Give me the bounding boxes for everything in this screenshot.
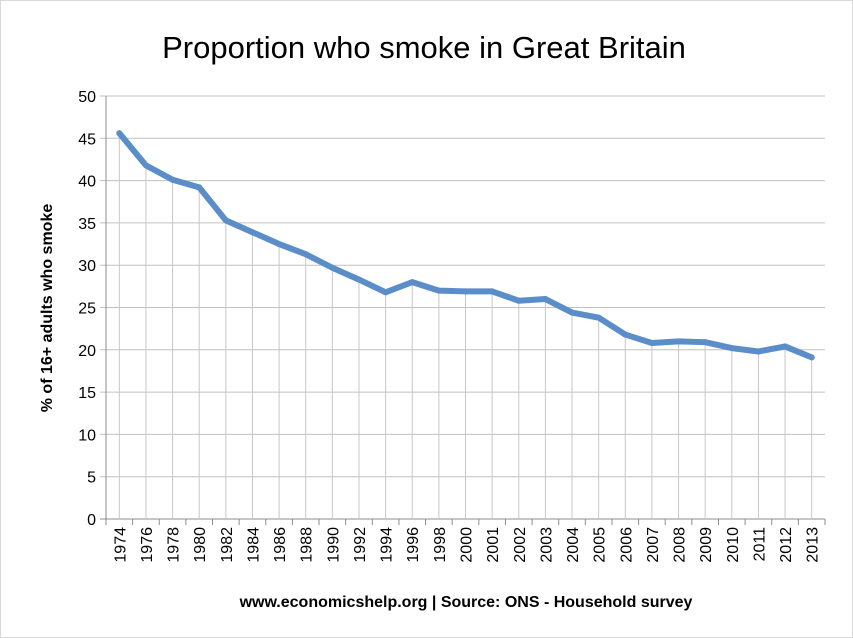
data-point-1976 [142,162,149,169]
x-tick-label: 1998 [432,527,449,563]
x-tick-label: 2003 [538,527,555,563]
data-point-1994 [382,289,389,296]
data-point-1974 [116,130,123,137]
data-point-2010 [728,345,735,352]
data-point-2009 [702,339,709,346]
y-tick-label: 15 [78,385,96,402]
grid-lines [100,95,826,525]
data-point-1990 [329,264,336,271]
x-tick-label: 1986 [272,527,289,563]
x-tick-label: 2007 [645,527,662,563]
y-tick-label: 40 [78,174,96,191]
y-tick-label: 45 [78,131,96,148]
data-point-1998 [435,287,442,294]
data-point-2011 [755,348,762,355]
x-tick-label: 2001 [485,527,502,563]
data-point-1980 [196,184,203,191]
y-tick-label: 20 [78,343,96,360]
drop-lines [118,133,813,519]
data-point-2001 [489,288,496,295]
y-tick-label: 25 [78,301,96,318]
x-tick-label: 1978 [166,527,183,563]
data-point-1984 [249,229,256,236]
x-tick-label: 1988 [299,527,316,563]
data-point-2003 [542,296,549,303]
x-tick-label: 2006 [618,527,635,563]
data-point-1986 [276,241,283,248]
x-tick-label: 1996 [405,527,422,563]
data-point-2000 [462,288,469,295]
source-note: www.economicshelp.org | Source: ONS - Ho… [239,594,693,611]
x-tick-label: 1982 [219,527,236,563]
y-tick-label: 10 [78,427,96,444]
y-tick-label: 35 [78,216,96,233]
y-tick-labels: 0 5 10 15 20 25 30 35 40 45 50 [78,89,96,529]
data-point-2004 [569,309,576,316]
x-tick-label: 1974 [112,527,129,563]
data-point-2006 [622,331,629,338]
x-tick-label: 1980 [192,527,209,563]
data-point-2012 [782,343,789,350]
data-point-2013 [808,354,815,361]
x-tick-label: 1992 [352,527,369,563]
data-point-2002 [515,297,522,304]
y-axis-label: % of 16+ adults who smoke [39,204,56,413]
x-tick-label: 1984 [245,527,262,563]
x-tick-labels: 1974 1976 1978 1980 1982 1984 1986 1988 1990 1992… [112,527,821,563]
x-tick-label: 2013 [805,527,822,563]
x-tick-label: 2009 [698,527,715,563]
y-tick-label: 5 [87,470,96,487]
data-point-2007 [648,340,655,347]
x-tick-label: 2005 [592,527,609,563]
x-tick-label: 2000 [459,527,476,563]
x-tick-label: 1994 [379,527,396,563]
chart-title: Proportion who smoke in Great Britain [162,30,686,65]
y-tick-label: 50 [78,89,96,106]
y-tick-label: 30 [78,258,96,275]
x-tick-label: 1990 [325,527,342,563]
x-tick-label: 2008 [672,527,689,563]
data-point-1996 [409,279,416,286]
data-point-1982 [222,217,229,224]
data-point-1988 [302,251,309,258]
data-point-1992 [355,276,362,283]
x-tick-label: 1976 [139,527,156,563]
data-points [116,130,815,361]
x-tick-label: 2010 [725,527,742,563]
data-point-2005 [595,314,602,321]
data-point-1978 [169,176,176,183]
y-tick-label: 0 [87,512,96,529]
x-tick-label: 2002 [512,527,529,563]
data-point-2008 [675,338,682,345]
x-tick-label: 2004 [565,527,582,563]
x-tick-label: 2012 [778,527,795,563]
x-tick-label: 2011 [751,527,768,562]
